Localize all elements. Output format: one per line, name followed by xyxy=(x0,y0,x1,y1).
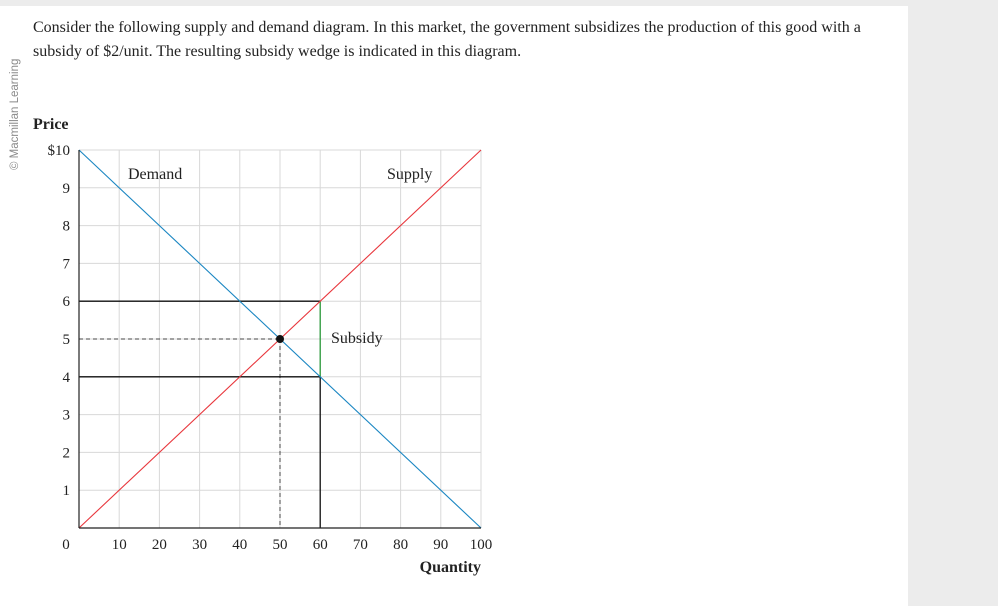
supply-curve-label: Supply xyxy=(387,166,432,183)
y-tick-label-7: 7 xyxy=(63,256,71,272)
reference-lines xyxy=(79,300,321,528)
axes xyxy=(78,150,481,529)
y-tick-label-3: 3 xyxy=(63,408,71,424)
y-tick-label-9: 9 xyxy=(63,181,71,197)
x-tick-label-30: 30 xyxy=(192,537,207,553)
x-tick-label-80: 80 xyxy=(393,537,408,553)
y-tick-label-2: 2 xyxy=(63,445,71,461)
y-tick-label-8: 8 xyxy=(63,219,71,235)
demand-curve-label: Demand xyxy=(128,166,182,183)
curves xyxy=(78,149,482,529)
y-tick-label-6: 6 xyxy=(63,294,71,310)
y-tick-label-10: $10 xyxy=(48,143,71,159)
question-text: Consider the following supply and demand… xyxy=(33,19,861,60)
x-tick-label-90: 90 xyxy=(433,537,448,553)
chart-labels: 1 2 3 4 5 6 7 8 9 $10 0 10 20 30 40 50 60 70 80 90 100 Price Q… xyxy=(33,116,492,576)
x-tick-label-10: 10 xyxy=(112,537,127,553)
y-tick-label-4: 4 xyxy=(63,370,71,386)
y-axis-title: Price xyxy=(33,116,69,133)
x-tick-label-20: 20 xyxy=(152,537,167,553)
x-axis-title: Quantity xyxy=(420,559,481,576)
x-tick-label-100: 100 xyxy=(470,537,493,553)
y-tick-label-1: 1 xyxy=(63,483,71,499)
x-tick-label-50: 50 xyxy=(273,537,288,553)
y-tick-label-5: 5 xyxy=(63,332,71,348)
subsidy-label: Subsidy xyxy=(331,330,383,347)
x-tick-label-40: 40 xyxy=(232,537,247,553)
x-tick-label-0: 0 xyxy=(62,537,70,553)
content-card xyxy=(0,6,908,606)
x-tick-label-60: 60 xyxy=(313,537,328,553)
equilibrium-point xyxy=(276,335,284,343)
x-tick-label-70: 70 xyxy=(353,537,368,553)
